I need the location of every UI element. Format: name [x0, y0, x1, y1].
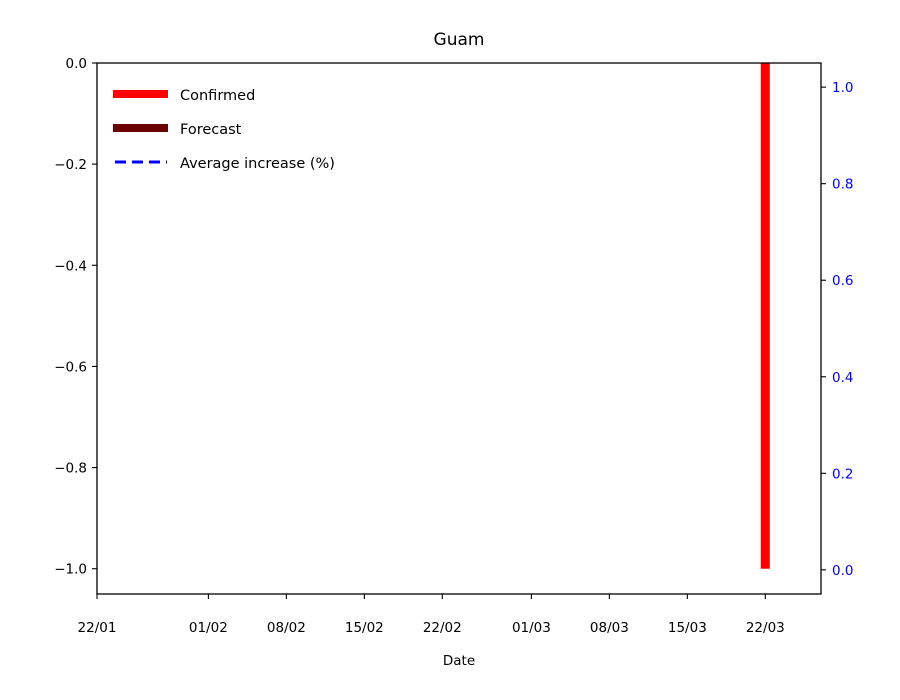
x-axis-ticks: 22/01 01/02 08/02 15/02 22/02 01/03 08/03 15/03…: [78, 594, 785, 636]
x-tick-label: 01/03: [512, 620, 551, 636]
right-tick-label: 0.4: [832, 370, 853, 386]
bars: [760, 63, 770, 569]
left-tick-label: −1.0: [54, 562, 87, 578]
x-tick-label: 15/03: [668, 620, 707, 636]
confirmed-bar: [760, 63, 770, 569]
chart-title: Guam: [434, 30, 485, 50]
right-tick-label: 0.6: [832, 273, 853, 289]
left-tick-label: −0.4: [54, 258, 87, 274]
legend-label: Average increase (%): [180, 156, 335, 172]
x-axis-label: Date: [443, 653, 475, 669]
x-tick-label: 15/02: [345, 620, 384, 636]
left-tick-label: −0.6: [54, 359, 87, 375]
left-tick-label: −0.8: [54, 461, 87, 477]
x-tick-label: 08/03: [590, 620, 629, 636]
x-tick-label: 01/02: [189, 620, 228, 636]
right-tick-label: 0.2: [832, 466, 853, 482]
left-axis-ticks: 0.0 −0.2 −0.4 −0.6 −0.8 −1.0: [54, 56, 97, 578]
left-tick-label: −0.2: [54, 157, 87, 173]
x-tick-label: 22/01: [78, 620, 117, 636]
plot-frame: [96, 62, 822, 595]
right-axis-ticks: 0.0 0.2 0.4 0.6 0.8 1.0: [821, 80, 853, 579]
legend-label: Confirmed: [180, 88, 255, 104]
x-tick-label: 22/02: [423, 620, 462, 636]
x-tick-label: 22/03: [746, 620, 785, 636]
right-tick-label: 0.8: [832, 177, 853, 193]
x-tick-label: 08/02: [267, 620, 306, 636]
right-tick-label: 0.0: [832, 563, 853, 579]
legend-label: Forecast: [180, 122, 242, 138]
left-tick-label: 0.0: [66, 56, 87, 72]
legend: Confirmed Forecast Average increase (%): [113, 88, 335, 172]
right-tick-label: 1.0: [832, 80, 853, 96]
